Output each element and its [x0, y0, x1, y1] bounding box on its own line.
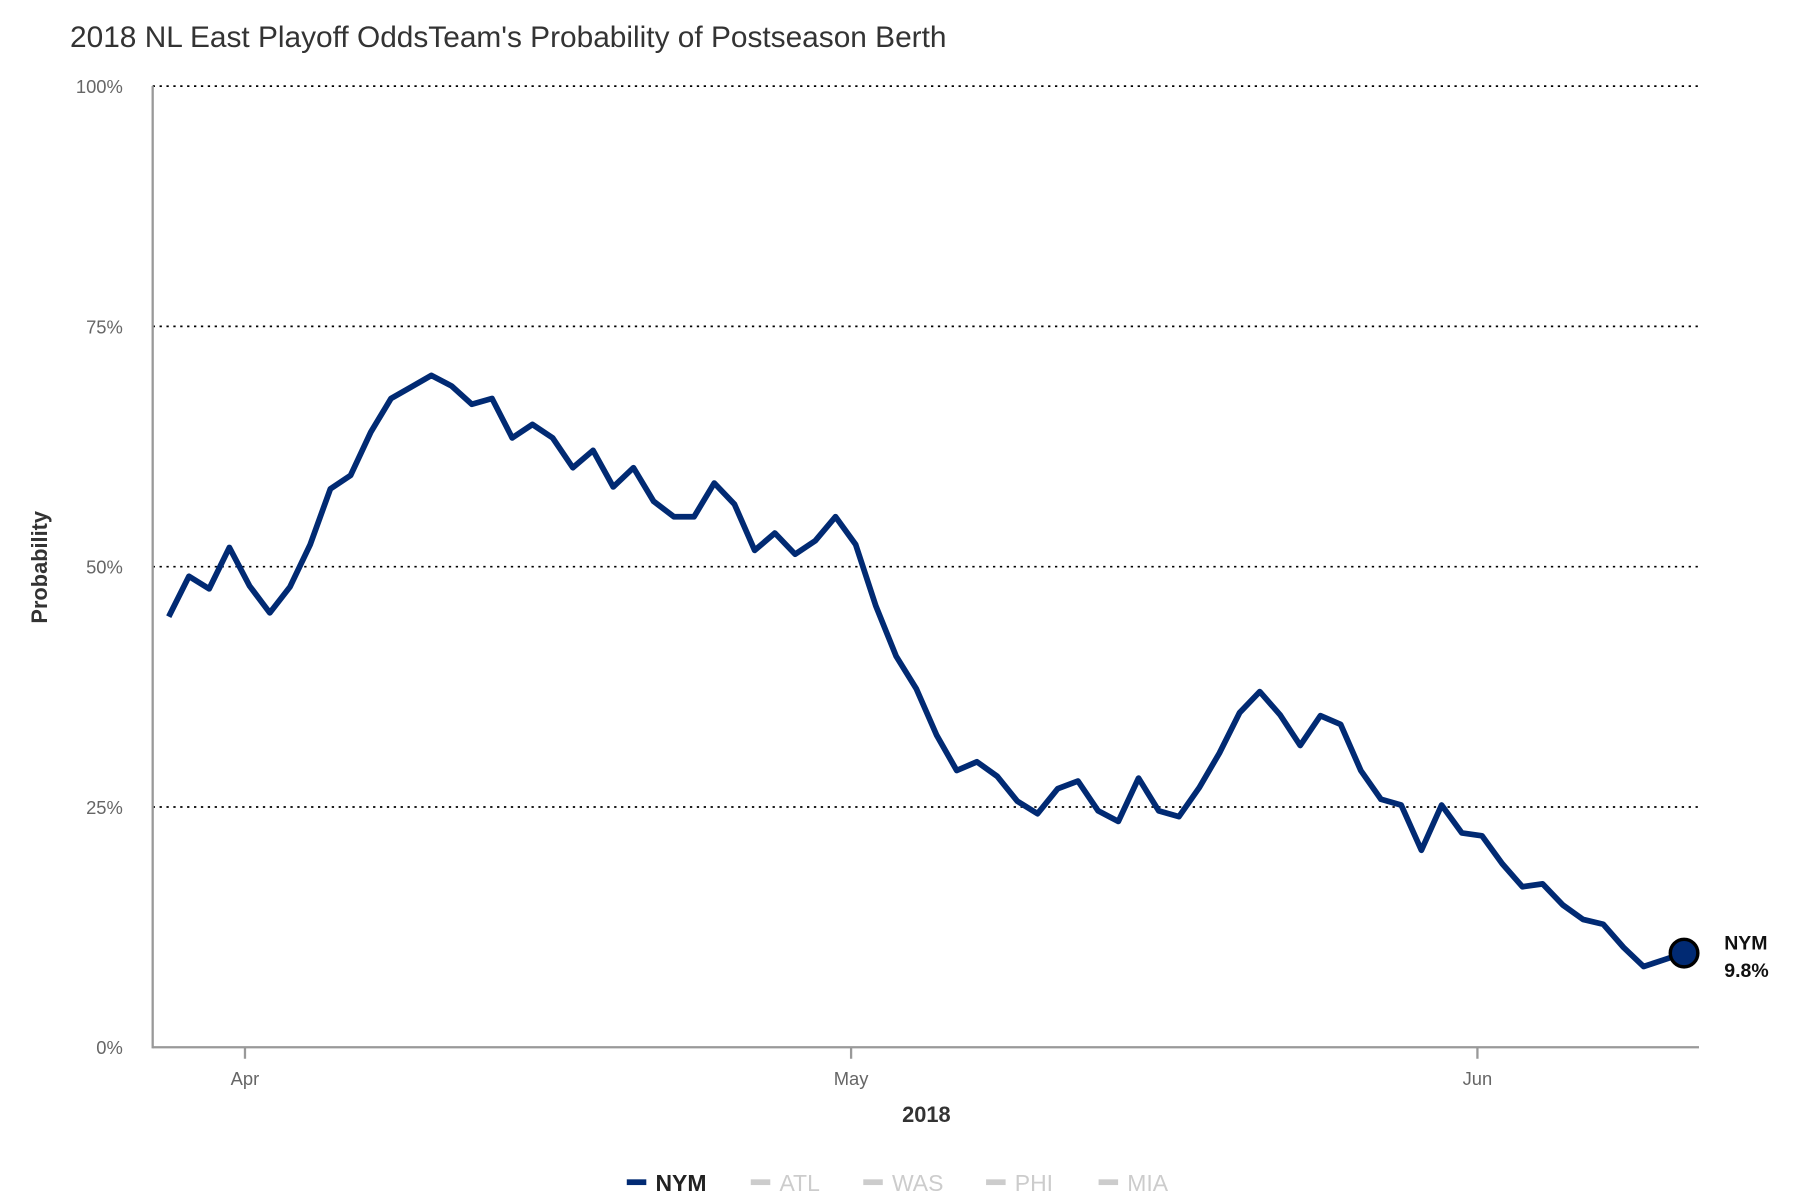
legend-item-was[interactable]: WAS — [863, 1170, 943, 1196]
x-axis-title: 2018 — [902, 1102, 950, 1127]
legend-item-phi[interactable]: PHI — [986, 1170, 1053, 1196]
gridlines — [152, 85, 1699, 808]
legend-label: ATL — [779, 1170, 819, 1196]
legend-swatch — [986, 1179, 1006, 1186]
y-axis-title: Probability — [27, 511, 52, 624]
legend: NYM ATL WAS PHI MIA — [626, 1170, 1169, 1196]
x-tick-label: Apr — [231, 1068, 260, 1089]
series-layer — [166, 372, 1700, 970]
legend-label: MIA — [1127, 1170, 1168, 1196]
legend-swatch — [863, 1179, 883, 1186]
legend-item-atl[interactable]: ATL — [750, 1170, 820, 1196]
end-point-marker[interactable] — [1668, 937, 1700, 969]
x-ticks: Apr May Jun — [231, 1047, 1493, 1089]
y-tick-labels: 0% 25% 50% 75% 100% — [76, 76, 123, 1058]
x-tick-label: May — [834, 1068, 869, 1089]
end-label-value: 9.8% — [1724, 960, 1768, 982]
legend-label: WAS — [892, 1170, 943, 1196]
legend-swatch — [626, 1179, 647, 1186]
legend-label: PHI — [1015, 1170, 1053, 1196]
legend-item-nym[interactable]: NYM — [626, 1170, 707, 1196]
y-tick-label: 100% — [76, 76, 123, 97]
end-label: NYM 9.8% — [1724, 933, 1768, 983]
y-tick-label: 25% — [86, 797, 123, 818]
chart-title: 2018 NL East Playoff OddsTeam's Probabil… — [70, 21, 946, 54]
legend-item-mia[interactable]: MIA — [1098, 1170, 1169, 1196]
y-tick-label: 50% — [86, 557, 123, 578]
series-line-nym — [166, 372, 1685, 970]
end-label-team: NYM — [1724, 933, 1767, 955]
legend-label: NYM — [655, 1170, 706, 1196]
y-tick-label: 75% — [86, 316, 123, 337]
legend-swatch — [1098, 1179, 1119, 1186]
legend-swatch — [750, 1179, 771, 1186]
y-tick-label: 0% — [96, 1037, 123, 1058]
x-tick-label: Jun — [1463, 1068, 1493, 1089]
